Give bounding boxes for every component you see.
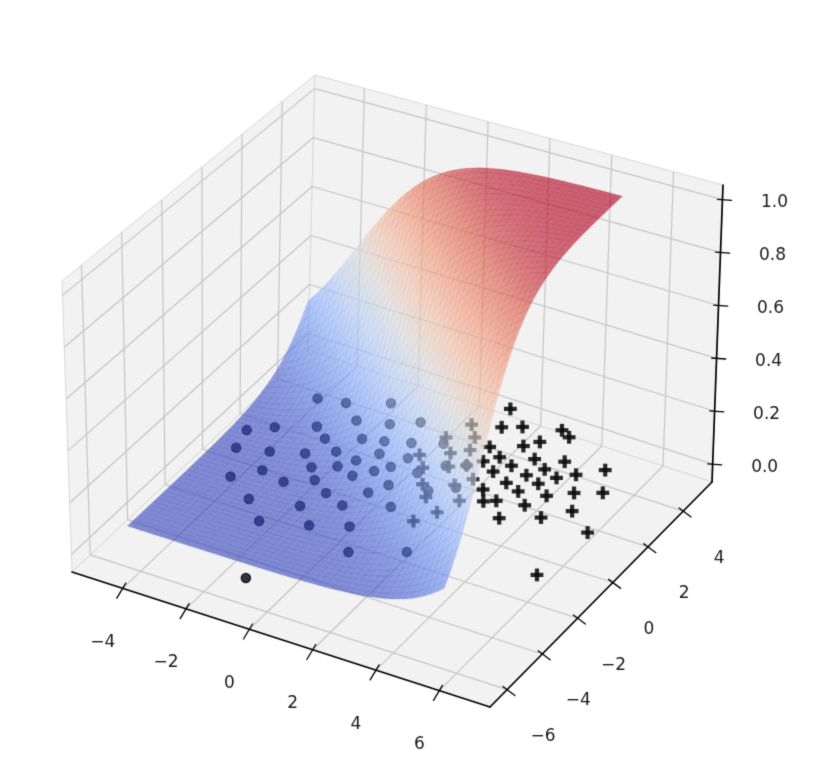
plot-3d-figure <box>0 0 814 781</box>
figure-canvas <box>0 0 814 781</box>
